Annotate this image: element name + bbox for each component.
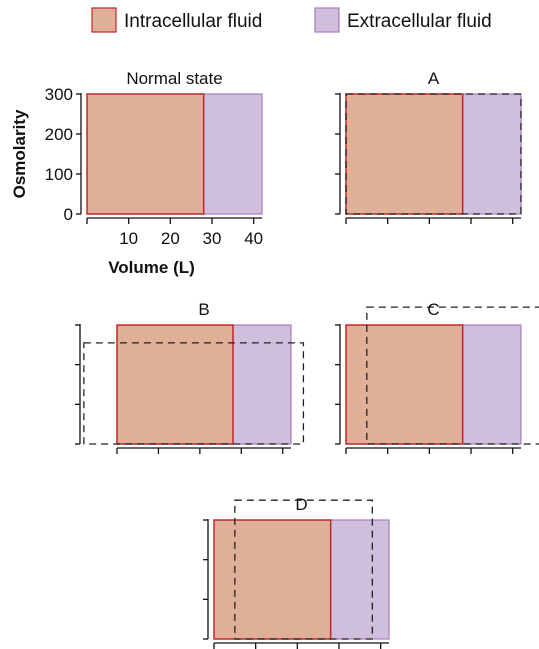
legend-label-extracellular: Extracellular fluid [347,11,492,32]
x-tick-label: 10 [119,229,138,248]
x-axis-label: Volume (L) [108,258,195,277]
intracellular-area [86,93,205,215]
y-tick-label: 100 [45,165,73,184]
panel-title: B [198,300,209,319]
x-tick-label: 30 [203,229,222,248]
panel-title: D [295,495,307,514]
panel-title: A [428,69,440,88]
dashed-altered-outline [234,499,373,640]
intracellular-area [345,93,464,215]
x-tick-label: 20 [161,229,180,248]
extracellular-area [462,93,522,215]
y-tick-label: 0 [64,205,73,224]
panel-normal-state: Normal state 0 100 200 300 10 20 30 40 Volume (L)… [10,69,263,277]
panel-a: A [335,69,522,224]
dashed-altered-outline [345,93,522,215]
extracellular-area [203,93,263,215]
intracellular-area [213,519,332,640]
y-tick-label: 200 [45,125,73,144]
panel-c: C [335,300,539,454]
legend: Intracellular fluid Extracellular fluid [91,7,492,33]
intracellular-area [116,324,234,445]
legend-label-intracellular: Intracellular fluid [124,11,262,32]
panel-b: B [75,300,305,454]
y-axis-label: Osmolarity [10,109,29,198]
intracellular-area [345,324,464,445]
extracellular-area [462,324,522,445]
x-tick-label: 40 [244,229,263,248]
dashed-altered-outline [83,342,305,445]
y-tick-label: 300 [45,85,73,104]
legend-swatch-extracellular [314,7,340,33]
panel-title: C [427,300,439,319]
extracellular-area [330,519,390,640]
panel-title: Normal state [126,69,222,88]
panel-d: D [203,495,390,649]
panels: Normal state 0 100 200 300 10 20 30 40 Volume (L)… [10,69,539,649]
legend-swatch-intracellular [91,7,117,33]
dashed-altered-outline [366,306,539,445]
